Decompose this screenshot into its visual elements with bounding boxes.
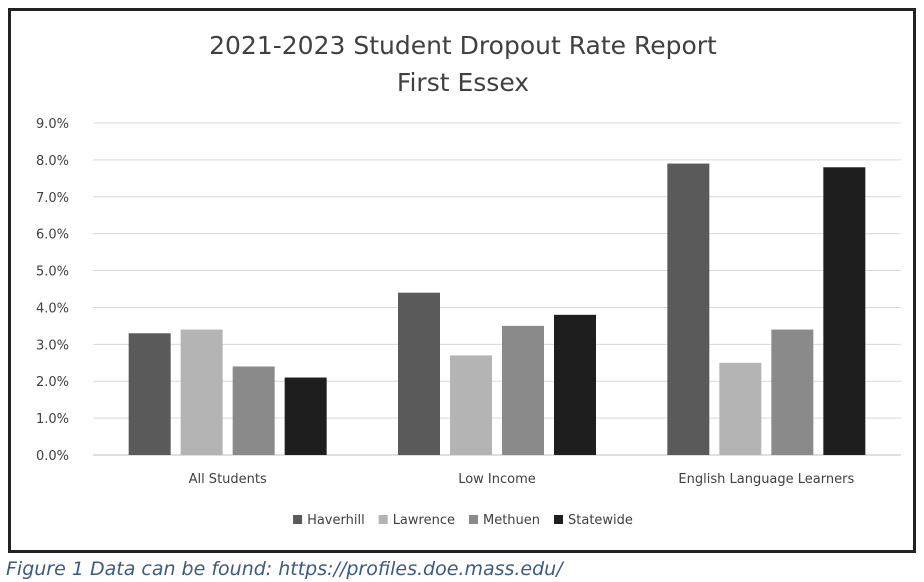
legend-entry: Lawrence	[393, 513, 455, 528]
x-category-label: English Language Learners	[678, 472, 854, 487]
legend-swatch	[293, 515, 303, 524]
bar	[719, 362, 762, 455]
y-tick-label: 1.0%	[36, 412, 69, 427]
y-tick-label: 7.0%	[36, 191, 69, 206]
y-tick-label: 5.0%	[36, 265, 69, 280]
bars	[128, 163, 866, 456]
bar	[771, 329, 814, 455]
bar-chart: 2021-2023 Student Dropout Rate Report Fi…	[36, 31, 901, 528]
bar	[823, 167, 866, 455]
bar	[554, 314, 596, 455]
chart-subtitle: First Essex	[397, 68, 529, 97]
y-tick-label: 6.0%	[36, 228, 69, 243]
legend-entry: Haverhill	[307, 513, 365, 528]
legend-swatch	[554, 515, 564, 524]
bar	[398, 292, 440, 455]
chart-title: 2021-2023 Student Dropout Rate Report	[209, 31, 717, 60]
y-tick-label: 9.0%	[36, 117, 69, 132]
legend-entry: Methuen	[483, 513, 540, 528]
gridlines	[93, 122, 901, 456]
bar	[180, 329, 223, 455]
x-category-label: Low Income	[458, 472, 536, 487]
y-tick-label: 3.0%	[36, 338, 69, 353]
legend: Haverhill Lawrence Methuen Statewide	[293, 513, 633, 528]
bar	[450, 355, 492, 455]
figure-caption: Figure 1 Data can be found: https://prof…	[6, 558, 563, 580]
x-category-label: All Students	[189, 472, 267, 487]
y-tick-label: 8.0%	[36, 154, 69, 169]
y-tick-label: 4.0%	[36, 301, 69, 316]
legend-swatch	[378, 515, 388, 524]
bar	[502, 325, 544, 455]
legend-swatch	[468, 515, 478, 524]
bar	[284, 377, 327, 455]
x-axis-categories: All Students Low Income English Language L…	[189, 472, 855, 487]
legend-entry: Statewide	[568, 513, 633, 528]
chart-frame: 2021-2023 Student Dropout Rate Report Fi…	[8, 8, 916, 553]
y-axis-ticks: 0.0% 1.0% 2.0% 3.0% 4.0% 5.0% 6.0% 7.0% 8.0% 9.0%	[36, 117, 69, 464]
y-tick-label: 0.0%	[36, 449, 69, 464]
bar	[667, 163, 710, 456]
bar	[232, 366, 275, 455]
bar	[128, 333, 171, 455]
y-tick-label: 2.0%	[36, 375, 69, 390]
